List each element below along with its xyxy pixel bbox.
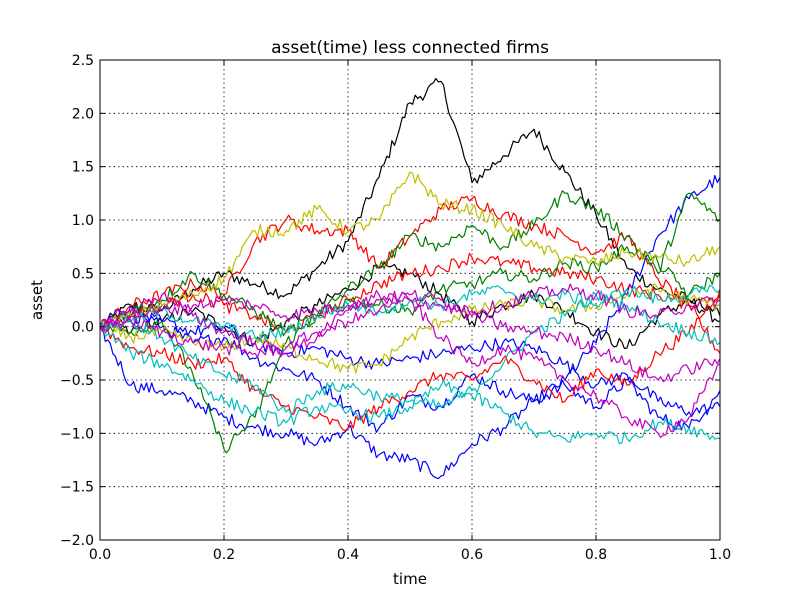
y-tick-label: 0.5 xyxy=(72,266,94,282)
x-tick-label: 0.6 xyxy=(461,547,483,563)
axis-ticks: 0.0 0.2 0.4 0.6 0.8 1.0 −2.0 −1.5 −1.0 −0.5 0.0 0.5… xyxy=(60,53,731,563)
y-tick-label: 2.0 xyxy=(72,106,94,122)
series-line-11 xyxy=(99,171,721,331)
y-tick-label: 0.0 xyxy=(72,320,94,336)
x-tick-label: 0.0 xyxy=(89,547,111,563)
x-tick-label: 0.8 xyxy=(585,547,607,563)
chart-title: asset(time) less connected firms xyxy=(271,38,549,58)
series-line-4 xyxy=(99,304,721,433)
series-line-5 xyxy=(99,311,721,417)
series-line-13 xyxy=(99,323,721,445)
series-line-12 xyxy=(99,283,721,374)
series-line-7 xyxy=(99,289,721,432)
y-tick-label: 1.0 xyxy=(72,213,94,229)
y-tick-label: −0.5 xyxy=(60,373,94,389)
series-line-8 xyxy=(99,252,721,333)
series-line-18 xyxy=(99,283,721,328)
y-tick-label: 1.5 xyxy=(72,160,94,176)
y-tick-label: 2.5 xyxy=(72,53,94,69)
series-line-14 xyxy=(99,290,721,415)
y-tick-label: −1.5 xyxy=(60,480,94,496)
series-line-9 xyxy=(99,190,721,454)
y-axis-label: asset xyxy=(28,280,46,320)
series-line-17 xyxy=(99,296,721,383)
x-tick-label: 0.4 xyxy=(337,547,359,563)
y-tick-label: −1.0 xyxy=(60,426,94,442)
series-line-3 xyxy=(99,174,721,480)
plot-frame xyxy=(99,59,721,541)
y-tick-label: −2.0 xyxy=(60,533,94,549)
x-tick-label: 1.0 xyxy=(709,547,731,563)
x-tick-label: 0.2 xyxy=(213,547,235,563)
series-group xyxy=(99,77,721,480)
x-axis-label: time xyxy=(393,570,427,588)
